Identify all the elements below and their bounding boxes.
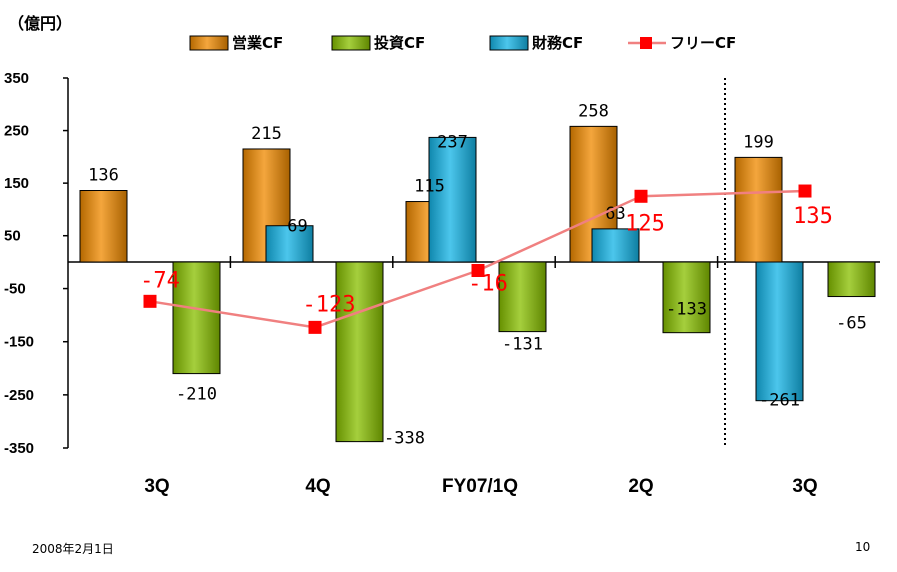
bar-label-1-5: 199: [743, 132, 774, 152]
category-label-1: 3Q: [144, 476, 169, 497]
free-cf-marker-4: [634, 189, 648, 203]
y-tick-label: -150: [4, 334, 34, 351]
free-cf-label-5: 135: [793, 204, 833, 229]
legend-label-4: フリーCF: [670, 34, 736, 52]
bar-label-3-4: -261: [759, 391, 800, 411]
bar-label-2-4: -133: [666, 300, 707, 320]
category-label-2: 4Q: [305, 476, 330, 497]
legend-swatch-2: [331, 35, 371, 51]
y-tick-label: -350: [4, 440, 34, 457]
footer-date: 2008年2月1日: [32, 542, 114, 556]
free-cf-marker-1: [143, 294, 157, 308]
bar-1-1: [79, 190, 128, 263]
bar-2-2: [335, 261, 384, 443]
y-tick-label: 150: [4, 175, 29, 192]
bar-label-1-1: 136: [88, 166, 119, 186]
category-label-3: FY07/1Q: [442, 476, 518, 497]
legend-swatch-4: [640, 37, 652, 49]
legend-label-2: 投資CF: [374, 34, 425, 52]
legend-swatch-3: [489, 35, 529, 51]
bar-label-1-3: 115: [414, 177, 445, 197]
chart: 350 250 150 50 -50 -150 -250 -350 136 215 115 258 19…: [4, 34, 880, 497]
bar-2-3: [498, 261, 547, 333]
bar-2-1: [172, 261, 221, 375]
free-cf-label-4: 125: [625, 211, 665, 236]
bar-2-4: [662, 261, 711, 334]
bar-2-5: [827, 261, 876, 298]
bar-label-3-1: 69: [287, 217, 307, 237]
legend-swatch-1: [189, 35, 229, 51]
legend-label-3: 財務CF: [531, 34, 583, 52]
bar-label-1-2: 215: [251, 124, 282, 144]
free-cf-label-2: -123: [303, 292, 356, 317]
bar-label-2-2: -338: [384, 429, 425, 449]
bar-3-3: [591, 228, 640, 263]
category-label-4: 2Q: [628, 476, 653, 497]
free-cf-marker-3: [471, 264, 485, 278]
free-cf-marker-5: [798, 184, 812, 198]
y-tick-label: -250: [4, 387, 34, 404]
page-number: 10: [855, 540, 871, 554]
free-cf-marker-2: [308, 320, 322, 334]
bar-label-2-5: -65: [836, 314, 867, 334]
y-tick-label: 50: [4, 228, 21, 245]
bar-label-3-2: 237: [437, 132, 468, 152]
bar-label-1-4: 258: [578, 101, 609, 121]
y-tick-label: 350: [4, 70, 29, 87]
bar-label-2-1: -210: [176, 385, 217, 405]
bar-3-2: [428, 136, 477, 263]
unit-label: （億円）: [8, 14, 73, 33]
bar-3-1: [265, 225, 314, 263]
bar-3-4: [755, 261, 804, 402]
bar-1-5: [734, 156, 783, 263]
legend-label-1: 営業CF: [232, 34, 283, 52]
free-cf-label-3: -16: [468, 272, 508, 297]
y-tick-label: 250: [4, 123, 29, 140]
category-label-5: 3Q: [792, 476, 817, 497]
free-cf-label-1: -74: [140, 268, 180, 293]
y-tick-label: -50: [4, 281, 26, 298]
bar-label-2-3: -131: [502, 335, 543, 355]
